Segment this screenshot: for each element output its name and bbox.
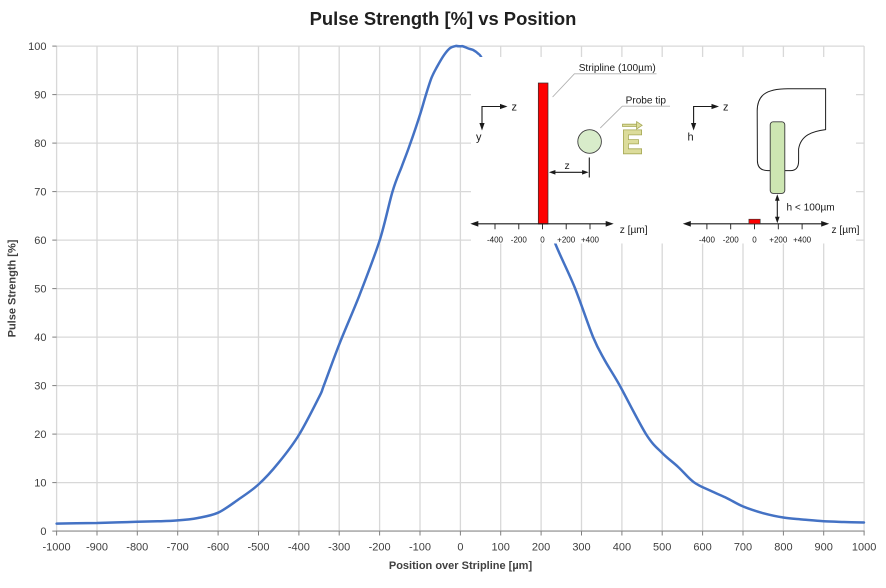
svg-text:-300: -300	[328, 542, 350, 554]
svg-text:500: 500	[653, 542, 671, 554]
svg-text:0: 0	[540, 236, 545, 245]
svg-text:y: y	[476, 132, 482, 144]
svg-text:80: 80	[34, 138, 46, 150]
svg-text:90: 90	[34, 90, 46, 102]
svg-text:-100: -100	[409, 542, 431, 554]
svg-text:-200: -200	[511, 236, 528, 245]
svg-text:0: 0	[457, 542, 463, 554]
svg-text:0: 0	[40, 526, 46, 538]
svg-text:0: 0	[752, 236, 757, 245]
svg-text:-600: -600	[207, 542, 229, 554]
svg-text:20: 20	[34, 429, 46, 441]
svg-text:z [µm]: z [µm]	[832, 225, 860, 236]
svg-text:-700: -700	[167, 542, 189, 554]
svg-text:-800: -800	[126, 542, 148, 554]
svg-text:-1000: -1000	[43, 542, 71, 554]
svg-text:800: 800	[774, 542, 792, 554]
svg-text:300: 300	[572, 542, 590, 554]
svg-text:60: 60	[34, 235, 46, 247]
svg-text:-400: -400	[699, 236, 716, 245]
svg-text:Probe tip: Probe tip	[626, 95, 667, 106]
svg-text:h: h	[688, 132, 694, 144]
svg-text:Position over Stripline [µm]: Position over Stripline [µm]	[389, 560, 533, 572]
svg-text:+200: +200	[769, 236, 788, 245]
svg-text:50: 50	[34, 284, 46, 296]
svg-text:z: z	[565, 160, 570, 172]
svg-text:z: z	[512, 102, 518, 114]
svg-text:-400: -400	[288, 542, 310, 554]
svg-text:200: 200	[532, 542, 550, 554]
svg-text:+400: +400	[581, 236, 600, 245]
svg-text:30: 30	[34, 381, 46, 393]
svg-text:70: 70	[34, 187, 46, 199]
svg-text:-900: -900	[86, 542, 108, 554]
svg-text:900: 900	[815, 542, 833, 554]
svg-text:600: 600	[693, 542, 711, 554]
svg-text:700: 700	[734, 542, 752, 554]
svg-text:400: 400	[613, 542, 631, 554]
svg-text:+200: +200	[557, 236, 576, 245]
svg-text:10: 10	[34, 478, 46, 490]
svg-text:+400: +400	[793, 236, 812, 245]
svg-text:1000: 1000	[852, 542, 876, 554]
svg-text:h < 100µm: h < 100µm	[787, 203, 835, 214]
svg-text:40: 40	[34, 332, 46, 344]
svg-text:Stripline (100µm): Stripline (100µm)	[579, 63, 656, 74]
svg-text:-400: -400	[487, 236, 504, 245]
svg-text:100: 100	[492, 542, 510, 554]
svg-text:100: 100	[28, 41, 46, 53]
svg-text:-200: -200	[369, 542, 391, 554]
svg-text:z: z	[723, 102, 729, 114]
svg-text:z [µm]: z [µm]	[620, 225, 648, 236]
svg-text:Pulse Strength [%] vs Position: Pulse Strength [%] vs Position	[310, 8, 577, 29]
svg-text:-500: -500	[247, 542, 269, 554]
svg-text:-200: -200	[723, 236, 740, 245]
svg-text:Pulse Strength [%]: Pulse Strength [%]	[7, 239, 19, 337]
